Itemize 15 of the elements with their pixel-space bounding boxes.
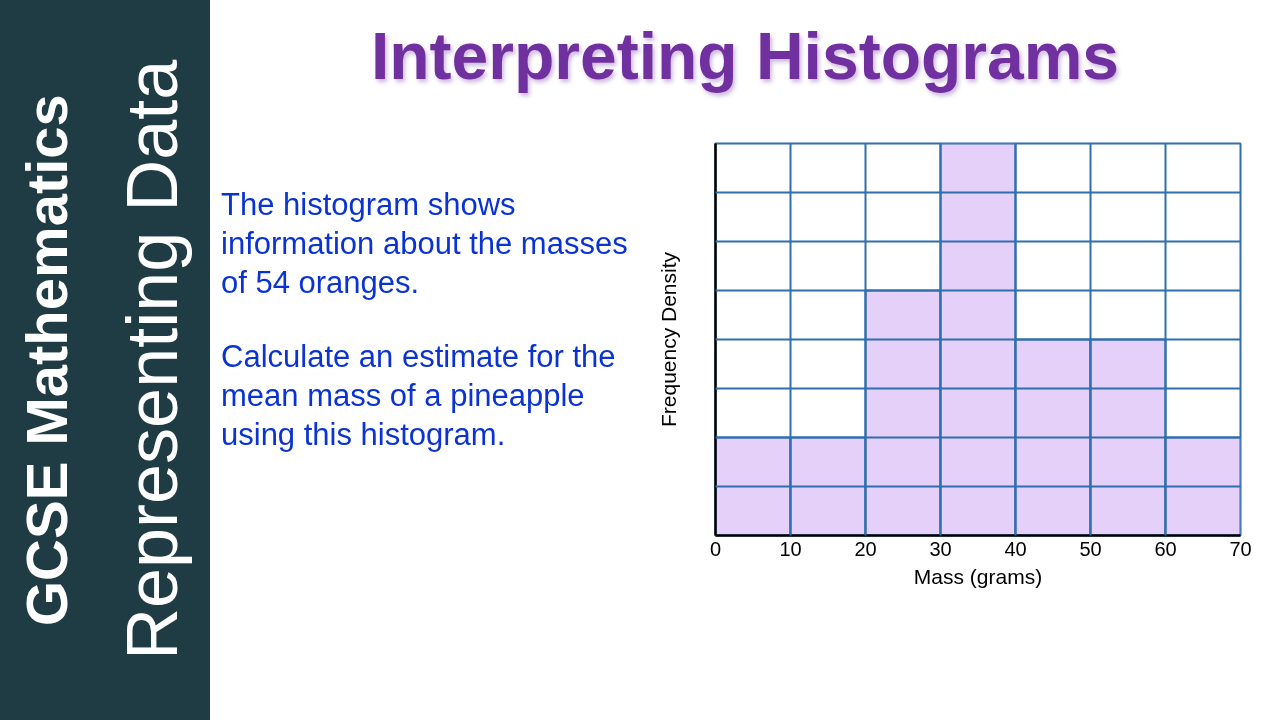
- x-tick-label: 10: [779, 537, 802, 560]
- x-tick-label: 0: [709, 537, 722, 560]
- x-tick-label: 70: [1229, 537, 1252, 560]
- y-axis-title: Frequency Density: [656, 251, 680, 428]
- chart-title: Interpreting Histograms: [369, 18, 1121, 95]
- x-tick-label: 30: [929, 537, 952, 560]
- text: Representing Data: [111, 58, 193, 663]
- x-tick-label: 50: [1079, 537, 1102, 560]
- text: Calculate an estimate for the mean mass of a pineapple using this histogram.: [221, 338, 617, 454]
- x-axis-title: Mass (grams): [913, 564, 1043, 588]
- text: The histogram shows information about the masses of 54 oranges.: [221, 186, 629, 302]
- text: GCSE Mathematics: [13, 93, 80, 628]
- x-tick-label: 60: [1154, 537, 1177, 560]
- x-tick-label: 20: [854, 537, 877, 560]
- x-tick-label: 40: [1004, 537, 1027, 560]
